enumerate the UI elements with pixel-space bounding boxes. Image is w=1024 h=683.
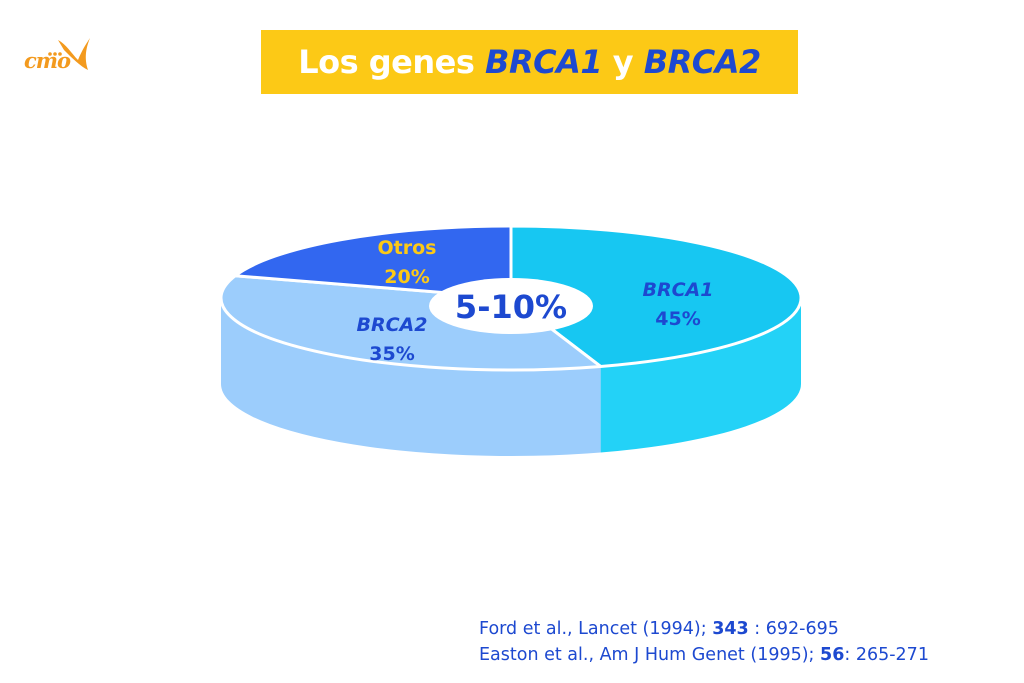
slice-label-brca1: BRCA1	[643, 279, 714, 301]
title-gene-1: BRCA1	[485, 43, 603, 81]
pie-side-brca1	[600, 298, 801, 453]
center-label: 5-10%	[455, 288, 567, 326]
page-title: Los genes BRCA1 y BRCA2	[298, 43, 761, 81]
slice-label-otros: Otros	[378, 237, 437, 259]
reference-1: Ford et al., Lancet (1994); 343 : 692-69…	[479, 619, 839, 639]
logo-figure-icon	[58, 38, 90, 70]
pie-side-brca2	[221, 298, 601, 457]
title-gene-2: BRCA2	[643, 43, 762, 81]
pie-sides	[221, 298, 801, 457]
slice-label-brca2: BRCA2	[357, 314, 428, 336]
slice-value-brca1: 45%	[655, 308, 700, 330]
center-label-background	[429, 278, 593, 334]
slice-value-otros: 20%	[384, 266, 429, 288]
cmo-logo	[48, 38, 90, 70]
pie-slice-otros	[233, 224, 513, 300]
slice-value-brca2: 35%	[369, 343, 414, 365]
logo-text: cmo	[24, 48, 71, 73]
pie-slice-brca1	[509, 224, 803, 368]
reference-2: Easton et al., Am J Hum Genet (1995); 56…	[479, 645, 929, 665]
title-banner: Los genes BRCA1 y BRCA2	[261, 30, 798, 94]
title-part-3: y	[602, 43, 644, 81]
slice-labels: BRCA1 45% BRCA2 35% Otros 20%	[357, 237, 714, 365]
references: Ford et al., Lancet (1994); 343 : 692-69…	[479, 616, 929, 668]
title-part-1: Los genes	[298, 43, 486, 81]
